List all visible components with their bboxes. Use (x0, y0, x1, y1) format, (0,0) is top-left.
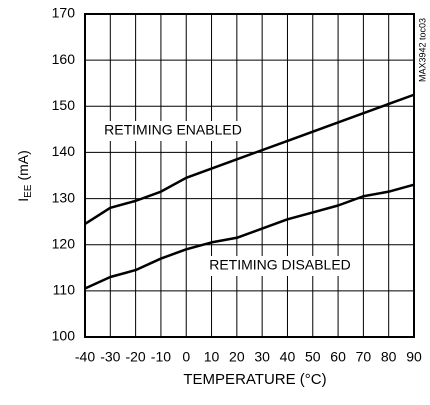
y-tick-label: 120 (52, 235, 76, 251)
x-tick-label: 80 (381, 349, 397, 365)
y-axis-label: IEE (mA) (15, 150, 34, 202)
y-tick-label: 100 (52, 328, 76, 344)
y-label-sub: EE (23, 184, 34, 198)
x-tick-label: -30 (100, 349, 120, 365)
x-tick-label: -10 (151, 349, 171, 365)
y-tick-label: 140 (52, 143, 76, 159)
y-tick-label: 160 (52, 51, 76, 67)
y-tick-label: 130 (52, 189, 76, 205)
x-tick-label: 30 (254, 349, 270, 365)
x-tick-label: -40 (75, 349, 95, 365)
y-tick-label: 110 (53, 282, 76, 298)
series-label: RETIMING DISABLED (209, 257, 351, 273)
y-tick-label: 170 (52, 5, 76, 21)
x-tick-label: 10 (204, 349, 220, 365)
data-line (84, 93, 415, 226)
data-line (84, 183, 415, 290)
x-tick-label: 0 (182, 349, 190, 365)
y-tick-label: 150 (52, 97, 76, 113)
watermark: MAX3942 toc03 (417, 18, 427, 82)
x-tick-label: 90 (406, 349, 422, 365)
x-tick-label: 40 (280, 349, 296, 365)
x-tick-label: 20 (229, 349, 245, 365)
x-axis-label: TEMPERATURE (°C) (183, 371, 326, 388)
series-label-bg (101, 121, 245, 141)
x-tick-label: 70 (356, 349, 372, 365)
plot-frame (84, 13, 415, 338)
x-tick-label: 60 (330, 349, 346, 365)
x-tick-label: 50 (305, 349, 321, 365)
x-tick-label: -20 (125, 349, 145, 365)
y-label-main: I (15, 198, 31, 202)
series-label: RETIMING ENABLED (104, 122, 242, 138)
series-label-bg (208, 256, 352, 276)
y-label-unit: (mA) (15, 150, 31, 180)
